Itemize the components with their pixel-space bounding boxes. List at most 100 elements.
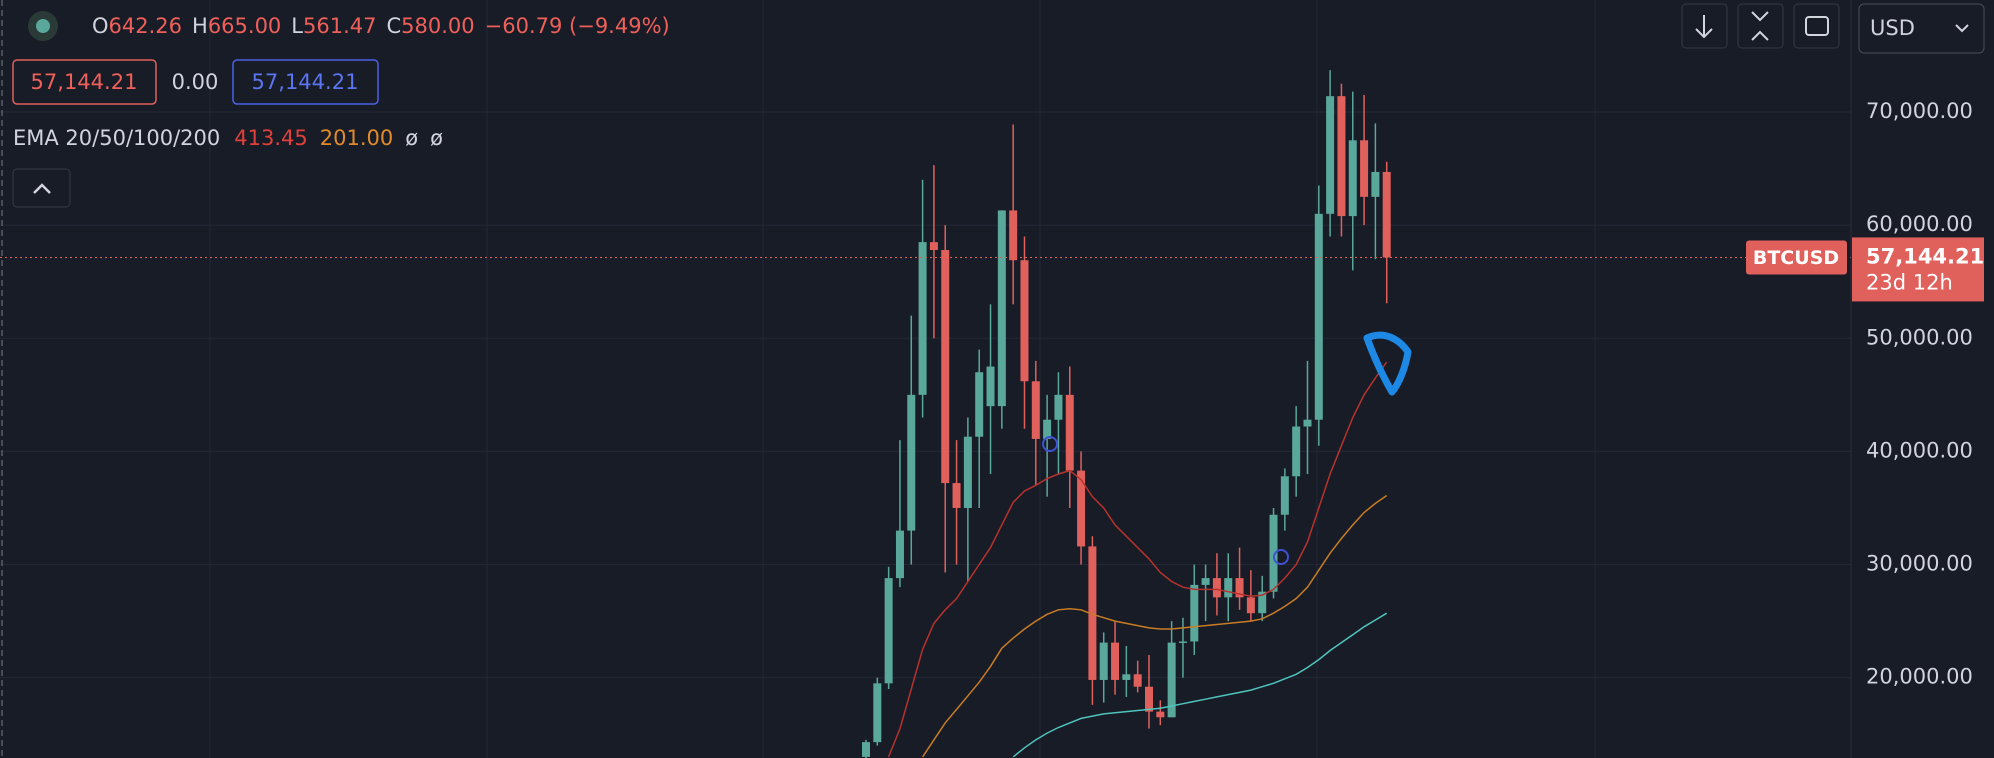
y-tick-label: 20,000.00 bbox=[1866, 665, 1973, 689]
high-value: 665.00 bbox=[208, 14, 281, 38]
ema-value: 413.45 bbox=[234, 126, 307, 150]
fullscreen-button[interactable] bbox=[1793, 3, 1840, 49]
currency-dropdown[interactable] bbox=[1858, 3, 1985, 54]
y-tick-label: 40,000.00 bbox=[1866, 438, 1973, 462]
candle-body bbox=[963, 436, 972, 508]
candle-body bbox=[1077, 470, 1086, 547]
plot-area bbox=[0, 70, 1851, 758]
price-label: 57,144.21 bbox=[1866, 244, 1984, 268]
candle-body bbox=[986, 366, 995, 407]
candle-body bbox=[1326, 96, 1335, 214]
candle-body bbox=[997, 210, 1006, 407]
candle-body bbox=[1020, 260, 1029, 382]
y-tick-label: 50,000.00 bbox=[1866, 325, 1973, 349]
candle-body bbox=[1122, 674, 1131, 680]
y-tick-label: 30,000.00 bbox=[1866, 552, 1973, 576]
candle-body bbox=[1156, 711, 1165, 718]
candle-body bbox=[941, 250, 950, 484]
candle-body bbox=[862, 742, 870, 757]
candle-body bbox=[1360, 140, 1369, 197]
candle-body bbox=[1280, 476, 1289, 515]
drawing-annotation bbox=[1363, 331, 1412, 396]
candle-body bbox=[1201, 578, 1210, 585]
status-dot bbox=[36, 19, 50, 33]
candle-body bbox=[1065, 394, 1074, 471]
collapse-icon bbox=[33, 183, 51, 194]
ask-box[interactable] bbox=[232, 59, 379, 105]
countdown: 23d 12h bbox=[1866, 270, 1953, 294]
open-value: 642.26 bbox=[109, 14, 182, 38]
open-label: O bbox=[92, 14, 109, 38]
candle-body bbox=[1246, 597, 1255, 614]
candle-body bbox=[1371, 171, 1380, 197]
high-label: H bbox=[192, 14, 208, 38]
close-label: C bbox=[386, 14, 401, 38]
collapse-icon bbox=[1751, 11, 1769, 41]
dropdown-caret bbox=[1955, 24, 1969, 33]
candle-body bbox=[1258, 591, 1267, 614]
marker bbox=[1042, 436, 1058, 452]
ema-line bbox=[887, 361, 1388, 758]
ask-price[interactable]: 57,144.21 bbox=[252, 70, 359, 94]
candle-body bbox=[918, 242, 927, 395]
candle-body bbox=[1043, 419, 1052, 439]
candle-body bbox=[1292, 426, 1301, 477]
collapse-button[interactable] bbox=[12, 168, 71, 208]
marker bbox=[1273, 549, 1289, 565]
candle-body bbox=[1190, 584, 1199, 642]
candle-body bbox=[1145, 686, 1153, 712]
candle-body bbox=[1314, 213, 1323, 420]
candle-body bbox=[1382, 171, 1391, 258]
candle-body bbox=[1303, 419, 1312, 427]
low-label: L bbox=[291, 14, 303, 38]
ema-line bbox=[921, 494, 1388, 758]
candle-body bbox=[1269, 514, 1278, 592]
symbol-tag bbox=[1746, 240, 1847, 275]
fullscreen-icon bbox=[1805, 16, 1829, 36]
symbol-label: BTCUSD bbox=[1753, 247, 1839, 269]
bid-price[interactable]: 57,144.21 bbox=[31, 70, 138, 94]
y-tick-label: 70,000.00 bbox=[1866, 99, 1973, 123]
ema-value: ø bbox=[405, 126, 418, 150]
candle-body bbox=[1099, 642, 1108, 680]
indicator-name: EMA 20/50/100/200 bbox=[13, 126, 220, 150]
candle-body bbox=[1133, 674, 1142, 687]
change: −60.79 (−9.49%) bbox=[485, 14, 670, 38]
candle-body bbox=[1111, 642, 1120, 680]
candle-body bbox=[1167, 642, 1176, 718]
indicator-legend: EMA 20/50/100/200 413.45 201.00 ø ø bbox=[13, 126, 443, 150]
candle-body bbox=[1235, 578, 1244, 598]
candle-body bbox=[929, 242, 938, 251]
price-tag bbox=[1852, 237, 1984, 302]
candle-body bbox=[975, 372, 984, 437]
y-tick-label: 60,000.00 bbox=[1866, 212, 1973, 236]
ema-value: ø bbox=[430, 126, 443, 150]
candle-body bbox=[952, 483, 961, 508]
candle-body bbox=[1054, 394, 1063, 420]
candle-body bbox=[1348, 140, 1357, 217]
ohlc-legend: O642.26 H665.00 L561.47 C580.00 −60.79 (−9.4… bbox=[92, 14, 670, 38]
candle-body bbox=[907, 394, 916, 531]
candle-body bbox=[1212, 578, 1221, 598]
candle-body bbox=[1009, 210, 1018, 261]
candle-body bbox=[1031, 381, 1040, 439]
candle-body bbox=[1088, 546, 1097, 680]
collapse-panes-button[interactable] bbox=[1737, 3, 1784, 49]
down-icon bbox=[1695, 15, 1713, 39]
candle-body bbox=[895, 530, 904, 579]
candle-body bbox=[1224, 578, 1233, 598]
spread: 0.00 bbox=[172, 70, 219, 94]
candle-body bbox=[884, 578, 893, 684]
currency[interactable]: USD bbox=[1870, 16, 1915, 40]
low-value: 561.47 bbox=[303, 14, 376, 38]
close-value: 580.00 bbox=[401, 14, 474, 38]
candle-body bbox=[1337, 96, 1346, 217]
ema-value: 201.00 bbox=[320, 126, 393, 150]
bid-box[interactable] bbox=[12, 59, 157, 105]
candle-body bbox=[873, 683, 882, 743]
ema-line bbox=[1012, 612, 1388, 758]
candle-body bbox=[1178, 641, 1187, 643]
